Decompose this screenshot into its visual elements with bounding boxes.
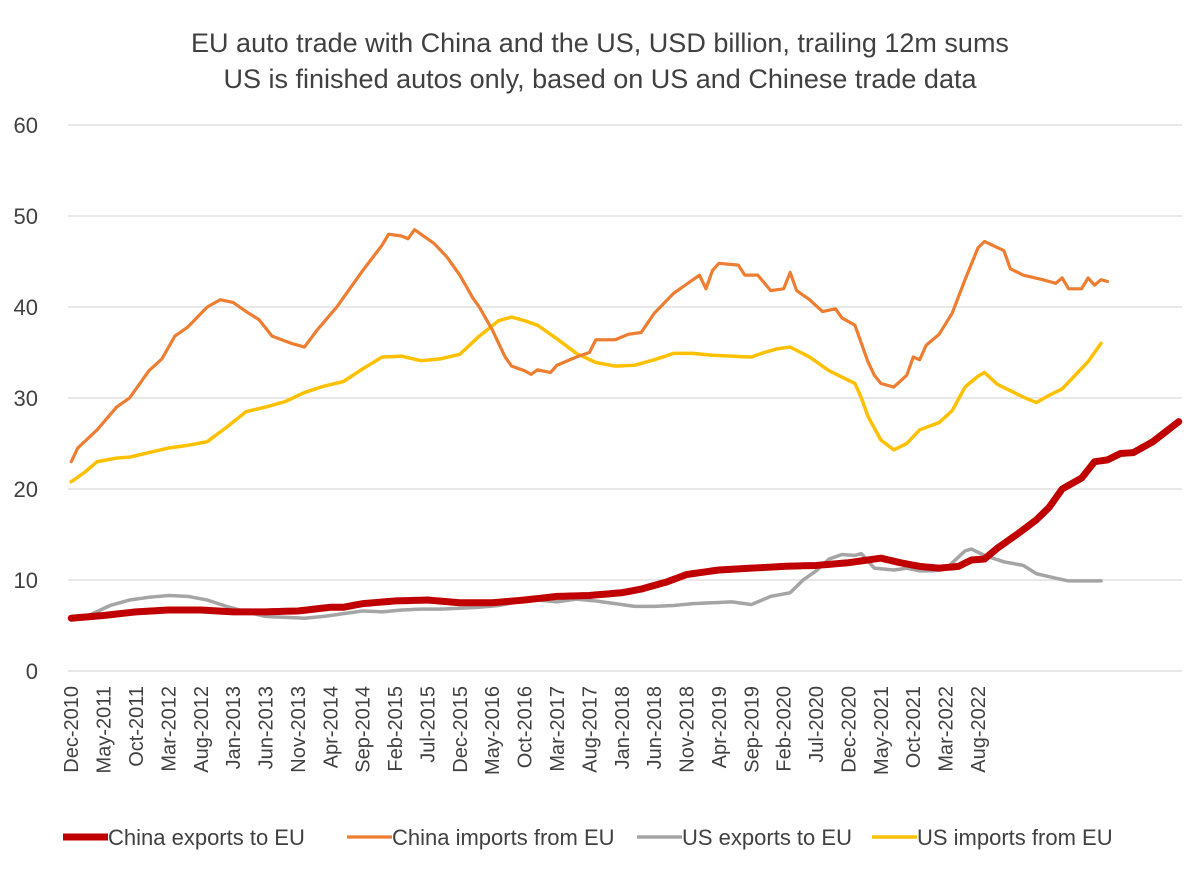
x-tick-label: Nov-2018 xyxy=(677,686,699,773)
series-line-us-exports-to-eu xyxy=(69,547,1103,620)
x-tick-label: Oct-2021 xyxy=(903,686,925,768)
x-tick-label: Jan-2013 xyxy=(223,686,245,769)
gridlines xyxy=(68,124,1182,672)
x-tick-label: Jul-2020 xyxy=(806,686,828,763)
y-tick-label: 60 xyxy=(14,113,38,138)
x-tick-label: Feb-2015 xyxy=(385,686,407,772)
y-tick-label: 0 xyxy=(26,659,38,684)
y-axis-ticks: 0 10 20 30 40 50 60 xyxy=(14,113,38,684)
series-lines xyxy=(67,228,1183,622)
y-tick-label: 20 xyxy=(14,477,38,502)
legend-label: China imports from EU xyxy=(392,825,615,850)
x-tick-label: Aug-2012 xyxy=(191,686,213,773)
y-tick-label: 40 xyxy=(14,295,38,320)
x-tick-label: Oct-2016 xyxy=(515,686,537,768)
x-axis-ticks: Dec-2010 May-2011 Oct-2011 Mar-2012 Aug-2012… xyxy=(61,686,990,775)
legend-label: China exports to EU xyxy=(108,825,305,850)
x-tick-label: May-2016 xyxy=(482,686,504,775)
x-tick-label: Aug-2022 xyxy=(968,686,990,773)
y-tick-label: 50 xyxy=(14,204,38,229)
x-tick-label: Sep-2014 xyxy=(353,686,375,773)
x-tick-label: Mar-2022 xyxy=(936,686,958,772)
x-tick-label: Apr-2014 xyxy=(320,686,342,768)
legend-label: US exports to EU xyxy=(682,825,852,850)
x-tick-label: Nov-2013 xyxy=(288,686,310,773)
y-tick-label: 30 xyxy=(14,386,38,411)
series-line-china-exports-to-eu xyxy=(67,418,1183,622)
x-tick-label: May-2011 xyxy=(94,686,116,773)
x-tick-label: Feb-2020 xyxy=(774,686,796,772)
chart-subtitle: US is finished autos only, based on US a… xyxy=(224,64,978,94)
x-tick-label: Mar-2012 xyxy=(158,686,180,772)
x-tick-label: Dec-2010 xyxy=(61,686,83,773)
x-tick-label: Mar-2017 xyxy=(547,686,569,772)
series-line-us-imports-from-eu xyxy=(69,315,1103,484)
x-tick-label: Jun-2018 xyxy=(644,686,666,769)
legend-label: US imports from EU xyxy=(917,825,1113,850)
x-tick-label: Dec-2015 xyxy=(450,686,472,773)
series-line-china-imports-from-eu xyxy=(69,228,1110,464)
x-tick-label: Apr-2019 xyxy=(709,686,731,768)
legend: China exports to EU China imports from EU… xyxy=(63,825,1113,850)
x-tick-label: Sep-2019 xyxy=(741,686,763,773)
x-tick-label: Oct-2011 xyxy=(126,686,148,767)
y-tick-label: 10 xyxy=(14,568,38,593)
x-tick-label: Jun-2013 xyxy=(256,686,278,769)
chart-title: EU auto trade with China and the US, USD… xyxy=(191,28,1009,58)
x-tick-label: Dec-2020 xyxy=(838,686,860,773)
x-tick-label: May-2021 xyxy=(871,686,893,775)
x-tick-label: Jan-2018 xyxy=(612,686,634,769)
x-tick-label: Aug-2017 xyxy=(579,686,601,773)
x-tick-label: Jul-2015 xyxy=(417,686,439,763)
